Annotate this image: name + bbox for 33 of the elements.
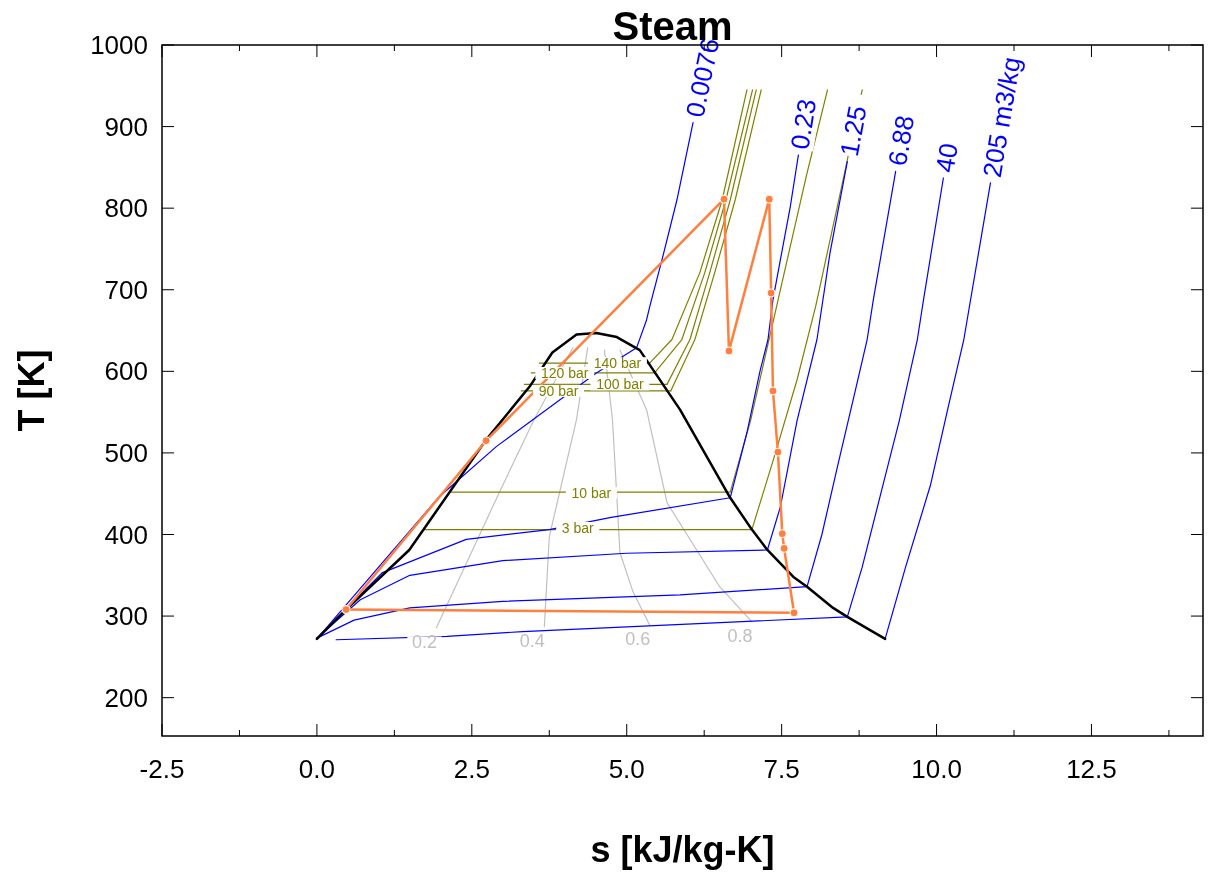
- x-tick-label: 5.0: [608, 754, 645, 784]
- series-label: 0.4: [519, 631, 545, 652]
- annotation: 90 bar: [538, 382, 579, 399]
- y-tick-label: 900: [104, 111, 148, 142]
- annotation: 10 bar: [571, 484, 612, 501]
- x-tick-label: 10.0: [911, 754, 962, 784]
- y-tick-label: 300: [104, 601, 148, 632]
- y-tick-label: 400: [104, 519, 148, 550]
- x-axis-title: s [kJ/kg-K]: [590, 829, 775, 870]
- y-axis-title: T [K]: [11, 349, 52, 432]
- annotation: 140 bar: [593, 355, 642, 372]
- x-tick-label: 2.5: [453, 754, 490, 784]
- x-tick-label: 12.5: [1066, 754, 1117, 784]
- series-label: 0.2: [411, 631, 438, 652]
- text: 0.23: [784, 96, 823, 152]
- series-label: 0.6: [625, 629, 651, 650]
- y-tick-label: 600: [104, 356, 148, 387]
- x-tick-label: 0.0: [298, 754, 335, 784]
- y-tick-label: 800: [104, 193, 148, 224]
- text: 40: [929, 141, 964, 175]
- y-tick-label: 700: [104, 274, 148, 305]
- annotation: 3 bar: [561, 519, 595, 536]
- text: 205 m3/kg: [976, 54, 1027, 180]
- x-tick-label: 7.5: [763, 754, 800, 784]
- text: 1.25: [833, 103, 873, 159]
- y-tick-label: 1000: [90, 30, 148, 61]
- annotation: 100 bar: [596, 376, 644, 393]
- y-tick-label: 500: [104, 438, 148, 469]
- series-label: 0.8: [727, 626, 753, 647]
- x-tick-label: -2.5: [139, 754, 185, 784]
- annotation: 120 bar: [541, 364, 589, 381]
- text: 6.88: [882, 113, 921, 169]
- y-tick-label: 200: [104, 682, 148, 713]
